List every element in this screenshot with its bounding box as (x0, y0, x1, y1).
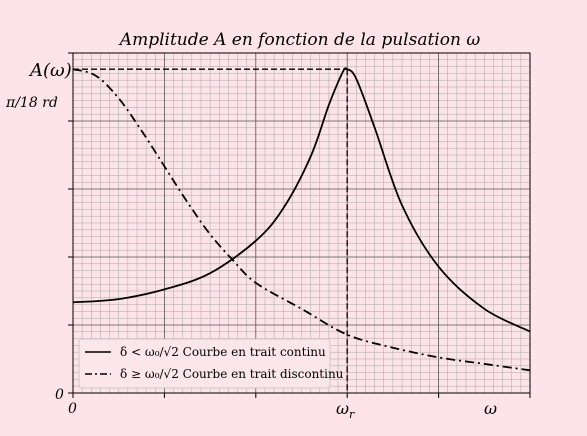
x-origin-label: 0 (68, 401, 77, 417)
x-resonance-subscript: r (349, 408, 355, 421)
legend-solid-label: δ < ω₀/√2 Courbe en trait continu (120, 345, 326, 359)
curve-solid (72, 67, 531, 333)
y-reference-label: π/18 rd (5, 95, 58, 111)
legend-dashdot-label: δ ≥ ω₀/√2 Courbe en trait discontinu (120, 367, 344, 381)
curves (72, 67, 531, 393)
curve-dashdot (72, 68, 531, 372)
legend: δ < ω₀/√2 Courbe en trait continu δ ≥ ω₀… (78, 338, 344, 389)
y-origin-label: 0 (55, 387, 64, 403)
legend-box (78, 338, 331, 389)
y-axis-label: A(ω) (28, 60, 72, 81)
axis-ticks (68, 52, 531, 398)
plot-frame (72, 52, 531, 394)
x-axis-label: ω (484, 399, 497, 418)
x-resonance-label: ωr (336, 399, 355, 421)
x-resonance-symbol: ω (336, 399, 349, 418)
chart-title: Amplitude A en fonction de la pulsation … (118, 30, 481, 50)
